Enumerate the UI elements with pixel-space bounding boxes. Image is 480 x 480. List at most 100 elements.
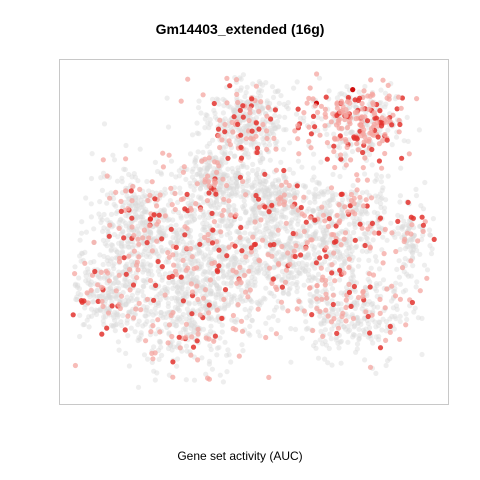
data-point [339, 90, 345, 97]
data-point [205, 165, 211, 171]
data-point [293, 111, 300, 117]
data-point [129, 219, 135, 225]
data-point [123, 142, 129, 149]
data-point-active [99, 331, 105, 337]
data-point [245, 99, 251, 105]
data-point [260, 82, 266, 88]
data-point [260, 117, 266, 123]
data-point [297, 271, 303, 277]
data-point [267, 234, 273, 240]
data-point [176, 173, 182, 179]
data-point [159, 352, 165, 358]
data-point-active [234, 91, 240, 97]
data-point [201, 165, 207, 171]
data-point [155, 302, 162, 309]
data-point-active [314, 71, 320, 77]
data-point [229, 190, 235, 197]
data-point-active [334, 101, 340, 107]
data-point-active [399, 155, 405, 161]
data-point-active [303, 245, 309, 251]
data-point-active [197, 241, 203, 247]
data-point [215, 275, 221, 281]
data-point [279, 254, 285, 260]
data-point-active [314, 282, 320, 289]
data-point-active [237, 107, 243, 113]
data-point [235, 229, 241, 235]
data-point [291, 85, 297, 91]
data-point [381, 209, 387, 215]
data-point [270, 313, 276, 319]
data-point [345, 339, 351, 345]
data-point [125, 299, 132, 305]
data-point-active [264, 146, 270, 152]
data-point [361, 231, 367, 237]
data-point [212, 300, 218, 306]
data-point [285, 205, 291, 211]
data-point [134, 296, 140, 302]
data-point [160, 230, 166, 236]
data-point [161, 208, 167, 214]
data-point [194, 130, 200, 136]
data-point [243, 89, 249, 96]
data-point-active [243, 254, 249, 260]
data-point [156, 229, 162, 235]
data-point-active [367, 244, 373, 250]
data-point-active [170, 359, 176, 365]
data-point [190, 193, 196, 199]
data-point [239, 298, 246, 304]
data-point-active [117, 255, 123, 261]
data-point [82, 305, 88, 311]
data-point [287, 140, 293, 146]
data-point [430, 216, 436, 222]
data-point [265, 220, 271, 226]
data-point [221, 171, 227, 177]
data-point [188, 214, 194, 220]
data-point [124, 294, 130, 300]
data-point [152, 306, 158, 312]
data-point [190, 330, 197, 336]
data-point-active [151, 297, 157, 303]
data-point [255, 270, 261, 276]
data-point [144, 253, 150, 260]
data-point-active [366, 271, 372, 277]
data-point [282, 206, 288, 212]
data-point [227, 230, 233, 236]
data-point [189, 271, 195, 277]
data-point-active [121, 235, 127, 241]
data-point-active [259, 237, 266, 243]
data-point-active [367, 330, 373, 336]
data-point [254, 269, 260, 275]
data-point [303, 326, 310, 332]
data-point-active [216, 247, 222, 253]
data-point [413, 186, 419, 192]
data-point [253, 115, 259, 121]
data-point [297, 264, 303, 270]
data-point-active [72, 271, 78, 277]
data-point-active [308, 131, 314, 137]
data-point [318, 159, 324, 165]
data-point [184, 293, 190, 299]
data-point [173, 255, 179, 261]
data-point [78, 292, 84, 298]
data-point [83, 195, 89, 201]
data-point [261, 270, 267, 276]
data-point-active [350, 87, 356, 93]
data-point [175, 306, 181, 312]
data-point [155, 300, 161, 306]
data-point-active [144, 240, 150, 246]
data-point [235, 127, 242, 133]
data-point [349, 148, 356, 155]
data-point [203, 112, 209, 118]
data-point [280, 251, 286, 257]
data-point-active [193, 201, 199, 207]
data-point-active [343, 304, 349, 311]
data-point [249, 299, 255, 305]
data-point [404, 316, 410, 323]
data-point [165, 124, 172, 130]
data-point [85, 269, 91, 275]
data-point [263, 222, 269, 228]
data-point [193, 277, 199, 284]
data-point [148, 230, 154, 236]
data-point [131, 192, 137, 198]
data-point-active [214, 267, 220, 273]
